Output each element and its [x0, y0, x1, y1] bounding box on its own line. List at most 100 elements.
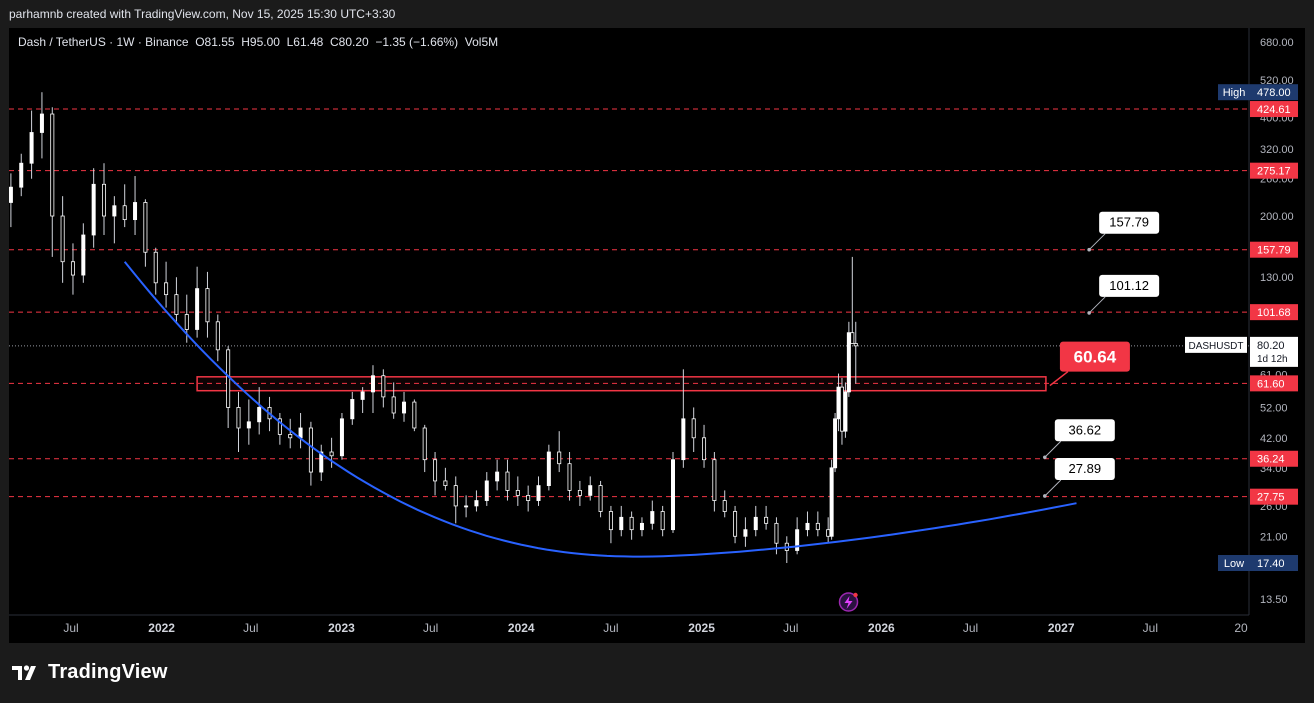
time-axis-label: 2024 [508, 621, 535, 635]
candle-body [112, 205, 117, 217]
candle [577, 480, 582, 506]
zone-callout: 60.64 [1049, 341, 1130, 387]
candle-body [833, 418, 838, 469]
candle [133, 176, 138, 235]
candle [205, 271, 210, 338]
legend-symbol: Dash / TetherUS · 1W · Binance [18, 35, 189, 49]
candle [557, 431, 562, 473]
candle-body [608, 511, 613, 531]
candle-body [9, 186, 13, 203]
candle-body [660, 511, 665, 531]
candle [443, 467, 448, 491]
candle [484, 472, 489, 506]
target-callout: 101.12 [1087, 274, 1160, 315]
price-axis-label: 21.00 [1260, 531, 1288, 543]
lightning-event-icon[interactable] [838, 592, 859, 612]
candle [39, 92, 44, 159]
candle [236, 391, 241, 453]
candle-body [381, 375, 386, 398]
candle-body [733, 511, 738, 537]
candle-body [681, 418, 686, 461]
tradingview-brand[interactable]: TradingView [12, 661, 168, 684]
candle [329, 437, 334, 468]
low-title: Low [1224, 558, 1244, 570]
callout-box [1054, 457, 1115, 480]
candle-body [484, 480, 489, 501]
candle [526, 485, 531, 512]
candle-body [853, 343, 858, 347]
candle-body [50, 113, 55, 217]
candle-body [339, 418, 344, 457]
level-badge-bg [1250, 450, 1298, 467]
current-price-badge: DASHUSDT 80.20 1d 12h [1185, 336, 1298, 367]
candle [764, 505, 769, 530]
candle-body [277, 418, 282, 435]
candle-body [598, 485, 603, 512]
zone-callout-box [1059, 341, 1130, 372]
candle [402, 391, 407, 422]
high-price-bg [1250, 84, 1298, 101]
candle [29, 110, 34, 179]
candle-body [257, 407, 262, 423]
level-badge-bg [1250, 101, 1298, 118]
candle [546, 444, 551, 491]
high-title: High [1223, 87, 1246, 99]
candle-body [29, 132, 34, 164]
candle-body [753, 516, 758, 531]
price-chart[interactable]: 157.79101.1236.6227.8960.64680.00520.004… [9, 28, 1305, 643]
candle-body [722, 500, 727, 512]
candle [391, 382, 396, 419]
time-axis-label: 2022 [148, 621, 175, 635]
level-price-badge: 27.75 [1250, 488, 1298, 505]
candle [70, 243, 75, 295]
candle [81, 223, 86, 283]
candle [639, 517, 644, 537]
candle-body [329, 451, 334, 457]
callout-label: 101.12 [1109, 278, 1149, 293]
candle [619, 505, 624, 537]
lightning-dot [853, 592, 858, 598]
candle [833, 413, 838, 473]
candle [360, 387, 365, 414]
candle-body [546, 451, 551, 486]
candle [277, 413, 282, 445]
target-callout: 157.79 [1087, 211, 1160, 252]
candle-body [850, 332, 855, 344]
candle-body [174, 294, 179, 315]
candle-body [712, 459, 717, 501]
candle-body [81, 234, 86, 276]
candle [246, 399, 251, 445]
level-badge-text: 36.24 [1257, 454, 1285, 466]
level-badge-text: 424.61 [1257, 104, 1291, 116]
candle [122, 184, 127, 228]
time-axis-label: 2023 [328, 621, 355, 635]
symbol-tag-bg [1185, 336, 1247, 353]
candle-body [639, 522, 644, 531]
candle-body [443, 480, 448, 486]
candle-body [370, 375, 375, 393]
level-price-badge: 61.60 [1250, 375, 1298, 392]
candle [102, 163, 107, 235]
candle [850, 256, 855, 344]
candle-body [360, 391, 365, 400]
candle-body [246, 421, 251, 429]
candle-body [826, 529, 831, 537]
callout-box [1099, 211, 1160, 234]
candle [702, 424, 707, 468]
level-badge-bg [1250, 488, 1298, 505]
level-price-badge: 101.68 [1250, 304, 1298, 321]
level-badge-bg [1250, 375, 1298, 392]
time-axis-label: Jul [603, 621, 618, 635]
candle-body [846, 332, 851, 393]
candle [50, 107, 55, 257]
candle [195, 266, 200, 338]
callout-pointer [1044, 440, 1062, 458]
candle-body [236, 407, 241, 429]
candle [495, 459, 500, 491]
time-axis-label: Jul [963, 621, 978, 635]
low-price-bg [1250, 555, 1298, 572]
legend-open: O81.55 [195, 35, 235, 49]
price-axis-label: 13.50 [1260, 594, 1288, 606]
candle-body [536, 485, 541, 501]
level-badge-bg [1250, 304, 1298, 321]
